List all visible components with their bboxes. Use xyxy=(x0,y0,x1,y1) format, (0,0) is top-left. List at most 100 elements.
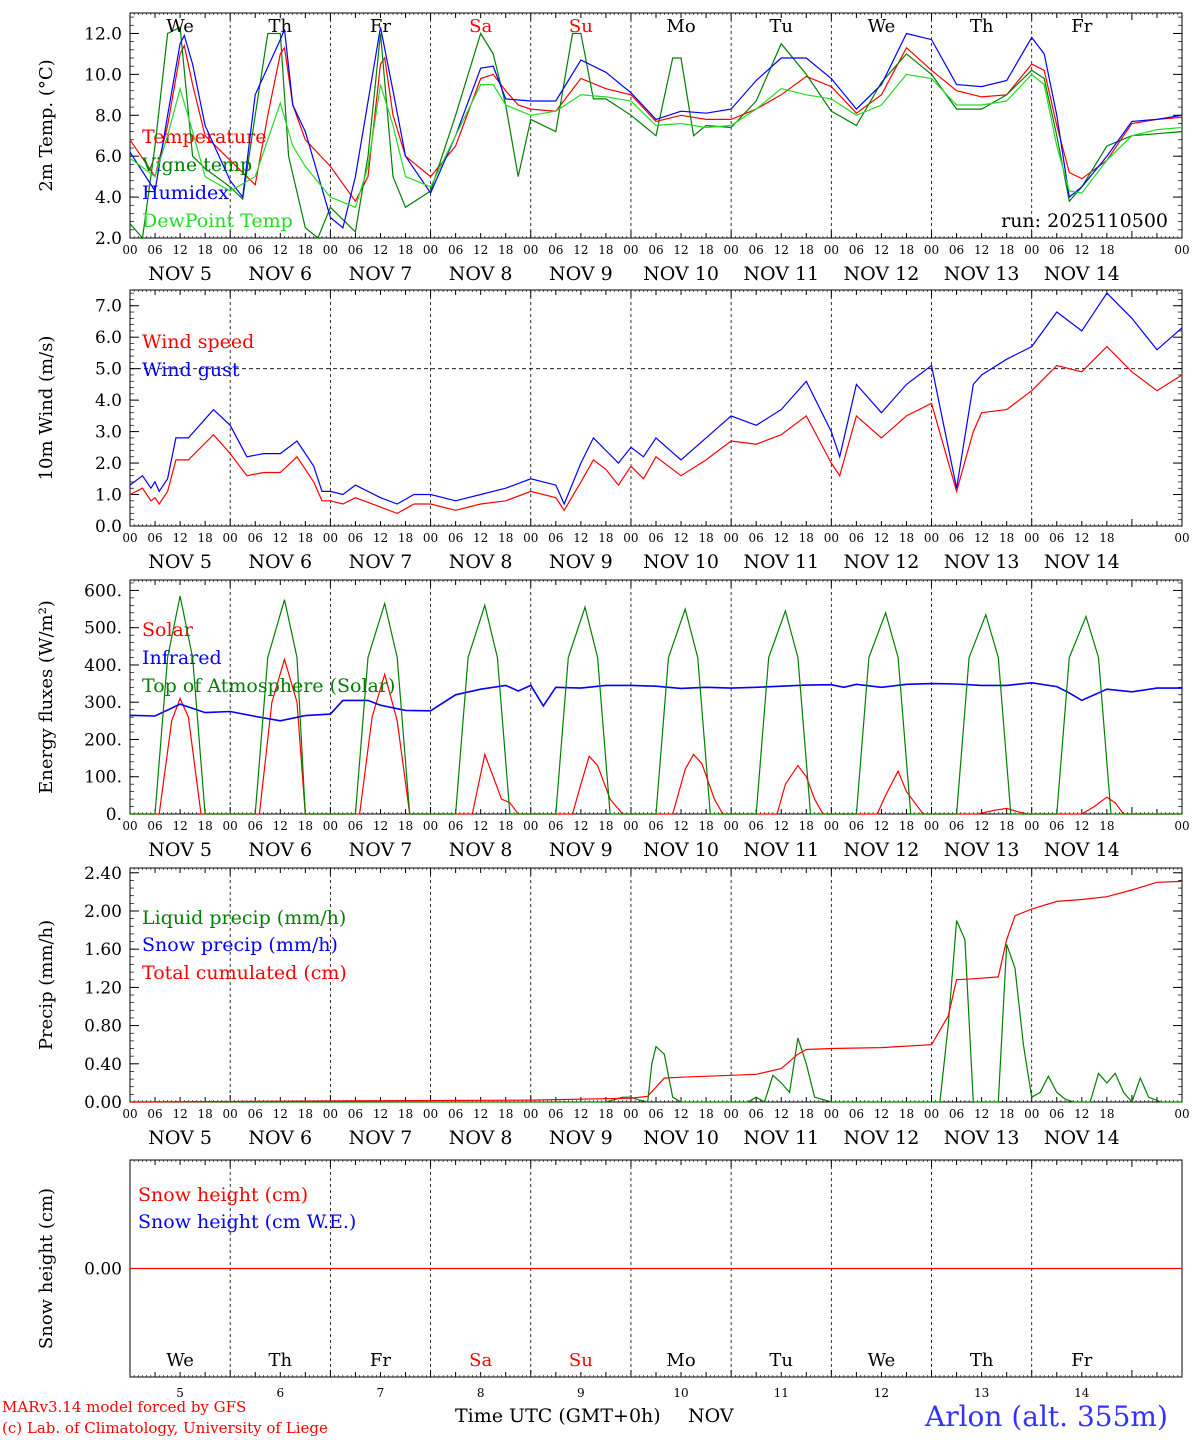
hour-tick-label: 06 xyxy=(448,531,463,545)
series-line-dewpoint-temp xyxy=(129,73,1183,209)
day-number-label: 14 xyxy=(1074,1386,1090,1400)
hour-tick-label: 00 xyxy=(1024,243,1039,257)
date-label: NOV 11 xyxy=(743,263,819,285)
y-tick-label: 0.0 xyxy=(95,517,122,537)
hour-tick-label: 00 xyxy=(824,243,839,257)
y-tick-label: 4.0 xyxy=(95,391,122,411)
hour-tick-label: 00 xyxy=(223,819,238,833)
date-label: NOV 14 xyxy=(1044,551,1120,573)
legend-entry: Snow height (cm W.E.) xyxy=(138,1211,356,1233)
date-label: NOV 7 xyxy=(349,839,413,861)
hour-tick-label: 12 xyxy=(373,531,388,545)
lab-credit: (c) Lab. of Climatology, University of L… xyxy=(2,1419,328,1437)
y-tick-label: 1.20 xyxy=(84,978,122,998)
y-tick-label: 1.60 xyxy=(84,940,122,960)
date-label: NOV 9 xyxy=(549,1127,613,1149)
hour-tick-label: 18 xyxy=(1099,819,1114,833)
hour-tick-label: 18 xyxy=(999,819,1014,833)
day-number-label: 7 xyxy=(377,1386,385,1400)
plot-frame xyxy=(129,867,1183,1103)
date-label: NOV 12 xyxy=(844,839,920,861)
hour-tick-label: 06 xyxy=(348,531,363,545)
hour-tick-label: 12 xyxy=(172,531,187,545)
hour-tick-label: 00 xyxy=(1024,1107,1039,1121)
weekday-label: Th xyxy=(268,1350,292,1371)
hour-tick-label: 12 xyxy=(874,243,889,257)
y-axis-title: Energy fluxes (W/m²) xyxy=(36,600,57,794)
y-tick-label: 0.00 xyxy=(84,1093,122,1113)
y-tick-label: 0.40 xyxy=(84,1055,122,1075)
weekday-label: Fr xyxy=(370,1350,391,1371)
hour-tick-label: 06 xyxy=(949,243,964,257)
hour-tick-label: 00 xyxy=(423,243,438,257)
hour-tick-label: 06 xyxy=(949,819,964,833)
hour-tick-label: 00 xyxy=(323,243,338,257)
hour-tick-label: 06 xyxy=(749,531,764,545)
hour-tick-label: 06 xyxy=(248,1107,263,1121)
y-tick-label: 0.80 xyxy=(84,1017,122,1037)
hour-tick-label: 06 xyxy=(849,531,864,545)
hour-tick-label: 18 xyxy=(298,1107,313,1121)
hour-tick-label: 06 xyxy=(648,819,663,833)
hour-tick-label: 12 xyxy=(172,243,187,257)
series-line-top-of-atmosphere-solar- xyxy=(130,595,1182,815)
date-label: NOV 8 xyxy=(449,551,513,573)
hour-tick-label: 06 xyxy=(648,243,663,257)
hour-tick-label: 00 xyxy=(1174,243,1189,257)
y-tick-label: 0.00 xyxy=(84,1260,122,1280)
y-axis-title: 2m Temp. (°C) xyxy=(36,59,57,191)
y-tick-label: 10.0 xyxy=(84,65,122,85)
weekday-label: Fr xyxy=(1071,1350,1092,1371)
date-label: NOV 9 xyxy=(549,551,613,573)
day-number-label: 6 xyxy=(276,1386,284,1400)
hour-tick-label: 18 xyxy=(498,819,513,833)
hour-tick-label: 06 xyxy=(648,531,663,545)
y-tick-label: 6.0 xyxy=(95,328,122,348)
hour-tick-label: 12 xyxy=(373,1107,388,1121)
date-label: NOV 14 xyxy=(1044,263,1120,285)
weekday-label: We xyxy=(166,1350,194,1371)
date-label: NOV 9 xyxy=(549,839,613,861)
hour-tick-label: 18 xyxy=(498,1107,513,1121)
date-label: NOV 5 xyxy=(148,839,212,861)
hour-tick-label: 18 xyxy=(598,819,613,833)
series-line-wind-gust xyxy=(129,292,1183,506)
date-label: NOV 7 xyxy=(349,1127,413,1149)
weekday-label: Mo xyxy=(666,16,695,37)
hour-tick-label: 06 xyxy=(749,243,764,257)
hour-tick-label: 12 xyxy=(573,243,588,257)
hour-tick-label: 12 xyxy=(774,1107,789,1121)
weekday-label: We xyxy=(166,16,194,37)
weekday-label: Th xyxy=(970,16,994,37)
weekday-label: Su xyxy=(569,1350,593,1371)
hour-tick-label: 12 xyxy=(1074,243,1089,257)
hour-tick-label: 06 xyxy=(849,1107,864,1121)
date-label: NOV 13 xyxy=(944,1127,1020,1149)
panel-4: 00 06 12 18 NOV 5 00 06 12 18 NOV 6 00 06 12 18 NOV 7 0… xyxy=(36,864,1190,1149)
y-tick-label: 2.00 xyxy=(84,902,122,922)
day-number-label: 5 xyxy=(176,1386,184,1400)
legend-entry: Solar xyxy=(142,619,194,641)
hour-tick-label: 00 xyxy=(122,819,137,833)
legend-entry: Wind speed xyxy=(142,331,254,353)
hour-tick-label: 18 xyxy=(698,1107,713,1121)
date-label: NOV 7 xyxy=(349,263,413,285)
series-line-solar xyxy=(130,657,1182,815)
date-label: NOV 11 xyxy=(743,839,819,861)
hour-tick-label: 12 xyxy=(273,243,288,257)
hour-tick-label: 18 xyxy=(598,243,613,257)
date-label: NOV 13 xyxy=(944,839,1020,861)
series-line-infrared xyxy=(129,681,1182,722)
hour-tick-label: 06 xyxy=(548,819,563,833)
y-tick-label: 12.0 xyxy=(84,24,122,44)
hour-tick-label: 06 xyxy=(348,1107,363,1121)
weekday-labels-top: We Th Fr Sa Su Mo Tu We Th Fr xyxy=(166,16,1093,37)
weekday-label: Fr xyxy=(370,16,391,37)
hour-tick-label: 18 xyxy=(799,243,814,257)
weekday-label: We xyxy=(868,16,896,37)
date-label: NOV 8 xyxy=(449,839,513,861)
hour-tick-label: 12 xyxy=(573,819,588,833)
date-label: NOV 12 xyxy=(844,1127,920,1149)
hour-tick-label: 18 xyxy=(1099,1107,1114,1121)
hour-tick-label: 18 xyxy=(1099,531,1114,545)
